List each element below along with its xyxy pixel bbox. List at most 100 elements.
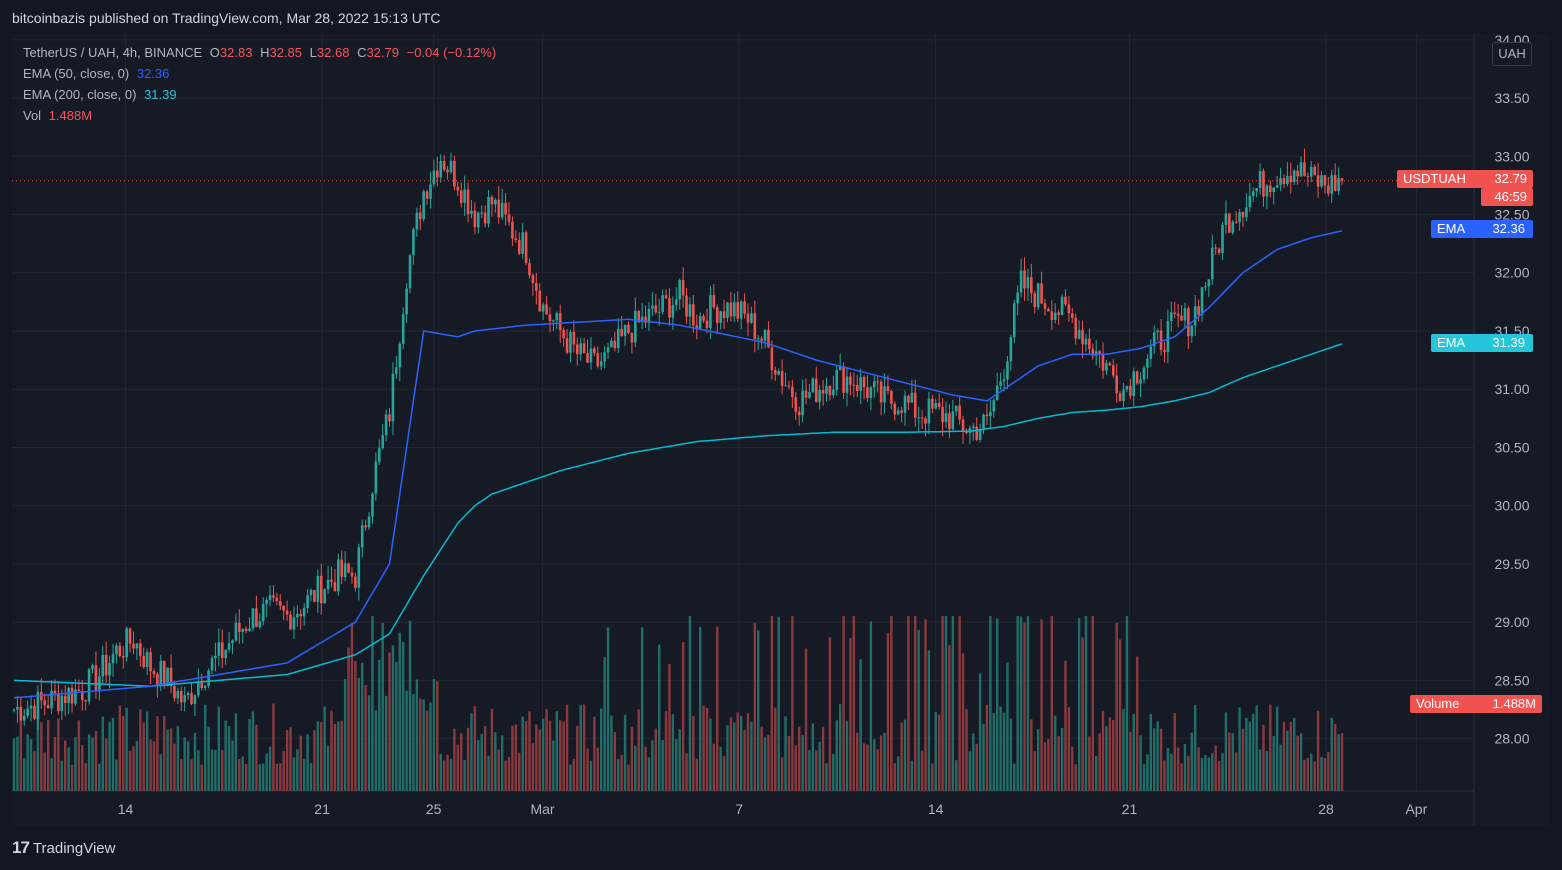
candle-body (531, 275, 535, 283)
volume-bar (285, 730, 289, 791)
candle-body (784, 385, 787, 387)
candle-body (340, 559, 344, 577)
volume-bar (183, 737, 186, 791)
volume-bar (1293, 717, 1296, 791)
volume-bar (1139, 735, 1142, 791)
volume-bar (361, 662, 364, 791)
volume-bar (50, 758, 53, 791)
candle-body (1084, 338, 1088, 345)
volume-bar (289, 727, 292, 791)
volume-bar (91, 737, 94, 791)
volume-bar (961, 653, 965, 791)
y-tick-label: 30.50 (1494, 439, 1529, 455)
candle-body (422, 191, 425, 220)
volume-bar (951, 616, 955, 791)
volume-bar (480, 734, 483, 791)
volume-bar (579, 704, 582, 791)
candle-body (787, 385, 791, 387)
volume-bar (1081, 637, 1084, 791)
volume-bar (900, 722, 903, 791)
volume-bar (460, 733, 463, 791)
volume-bar (780, 757, 784, 791)
volume-bar (828, 637, 832, 791)
volume-bar (1224, 712, 1228, 791)
candle-body (900, 410, 903, 413)
candle-body (1115, 375, 1118, 394)
volume-bar (1067, 707, 1071, 791)
volume-bar (958, 616, 961, 791)
candle-body (958, 405, 961, 420)
candle-body (1002, 379, 1006, 382)
price-chart[interactable]: 28.0028.5029.0029.5030.0030.5031.0031.50… (12, 34, 1549, 826)
candle-body (224, 649, 227, 659)
volume-bar (1190, 732, 1193, 791)
volume-bar (873, 739, 876, 791)
candle-body (1327, 185, 1330, 194)
x-tick-label: Apr (1405, 801, 1427, 817)
volume-bar (483, 726, 487, 791)
volume-bar (470, 713, 473, 791)
volume-bar (797, 726, 801, 791)
candle-body (1030, 277, 1033, 294)
volume-bar (367, 695, 371, 791)
volume-bar (176, 726, 180, 791)
volume-bar (1265, 751, 1269, 791)
candle-body (326, 579, 330, 590)
close-value: 32.79 (366, 45, 399, 60)
volume-bar (890, 616, 893, 791)
volume-bar (231, 740, 234, 791)
candle-body (524, 232, 528, 264)
candle-body (1340, 178, 1344, 181)
volume-bar (388, 652, 391, 791)
candle-body (1255, 187, 1258, 192)
volume-bar (1060, 728, 1064, 791)
candle-body (739, 301, 743, 319)
candle-body (811, 378, 815, 393)
volume-bar (1330, 717, 1333, 791)
candle-body (995, 385, 999, 400)
volume-bar (1149, 714, 1153, 791)
volume-bar (350, 623, 354, 791)
candle-body (637, 310, 641, 323)
volume-bar (244, 763, 248, 791)
candle-body (1224, 213, 1228, 225)
volume-bar (511, 725, 514, 791)
candle-body (309, 589, 313, 596)
volume-bar (405, 690, 408, 791)
candle-body (319, 575, 323, 604)
volume-bar (709, 718, 712, 791)
volume-bar (1036, 729, 1040, 791)
candle-body (623, 324, 627, 336)
volume-bar (357, 677, 361, 791)
y-tick-label: 30.00 (1494, 498, 1529, 514)
volume-bar (371, 616, 374, 791)
volume-bar (804, 648, 808, 791)
footer-brand[interactable]: 17 TradingView (12, 838, 115, 858)
candle-body (1012, 303, 1016, 338)
candle-body (712, 295, 716, 308)
candle-body (777, 371, 781, 375)
ema200-price-tag: EMA 31.39 (1431, 334, 1533, 352)
volume-bar (726, 725, 729, 791)
currency-unit-button[interactable]: UAH (1492, 42, 1532, 66)
volume-bar (159, 754, 162, 791)
volume-bar (207, 726, 210, 791)
candle-body (545, 304, 548, 315)
ema50-label: EMA (50, close, 0) (23, 66, 130, 81)
candle-body (903, 395, 907, 413)
candle-body (483, 212, 487, 224)
candle-body (654, 305, 658, 313)
candle-body (316, 575, 320, 602)
volume-bar (856, 732, 859, 791)
candle-body (862, 376, 866, 388)
candle-body (101, 655, 105, 677)
candle-body (381, 435, 384, 448)
candle-body (67, 687, 70, 703)
volume-bar (347, 647, 350, 791)
volume-bar (125, 707, 128, 791)
candle-body (640, 316, 644, 323)
candle-body (1009, 337, 1013, 362)
volume-bar (695, 758, 698, 791)
chart-frame[interactable]: 28.00 28.50 29.00 29.50 30.00 30.50 31.00 31.50… (12, 34, 1549, 826)
volume-bar (910, 760, 914, 791)
